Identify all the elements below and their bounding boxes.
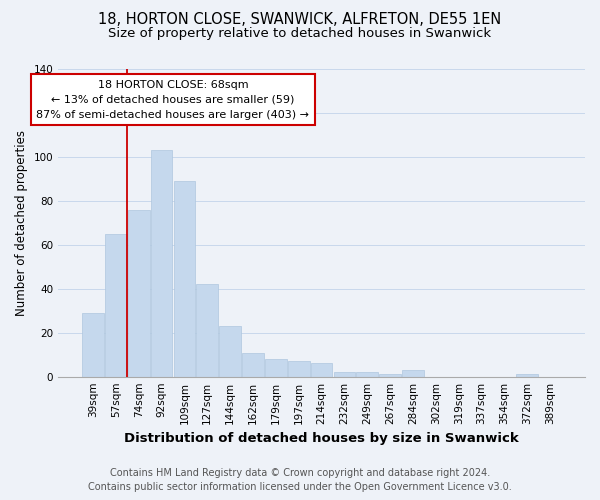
Bar (219, 326, 241, 376)
Bar (265, 359, 287, 376)
Bar (82, 313, 104, 376)
Bar (151, 150, 172, 376)
Bar (356, 372, 378, 376)
Bar (311, 364, 332, 376)
Bar (517, 374, 538, 376)
Bar (379, 374, 401, 376)
Bar (128, 210, 149, 376)
Text: 18 HORTON CLOSE: 68sqm
← 13% of detached houses are smaller (59)
87% of semi-det: 18 HORTON CLOSE: 68sqm ← 13% of detached… (37, 80, 310, 120)
Bar (242, 352, 264, 376)
Bar (402, 370, 424, 376)
Text: Size of property relative to detached houses in Swanwick: Size of property relative to detached ho… (109, 28, 491, 40)
Text: 18, HORTON CLOSE, SWANWICK, ALFRETON, DE55 1EN: 18, HORTON CLOSE, SWANWICK, ALFRETON, DE… (98, 12, 502, 28)
Bar (173, 181, 195, 376)
Bar (196, 284, 218, 376)
Text: Contains HM Land Registry data © Crown copyright and database right 2024.
Contai: Contains HM Land Registry data © Crown c… (88, 468, 512, 492)
Y-axis label: Number of detached properties: Number of detached properties (15, 130, 28, 316)
Bar (288, 362, 310, 376)
X-axis label: Distribution of detached houses by size in Swanwick: Distribution of detached houses by size … (124, 432, 519, 445)
Bar (334, 372, 355, 376)
Bar (105, 234, 127, 376)
